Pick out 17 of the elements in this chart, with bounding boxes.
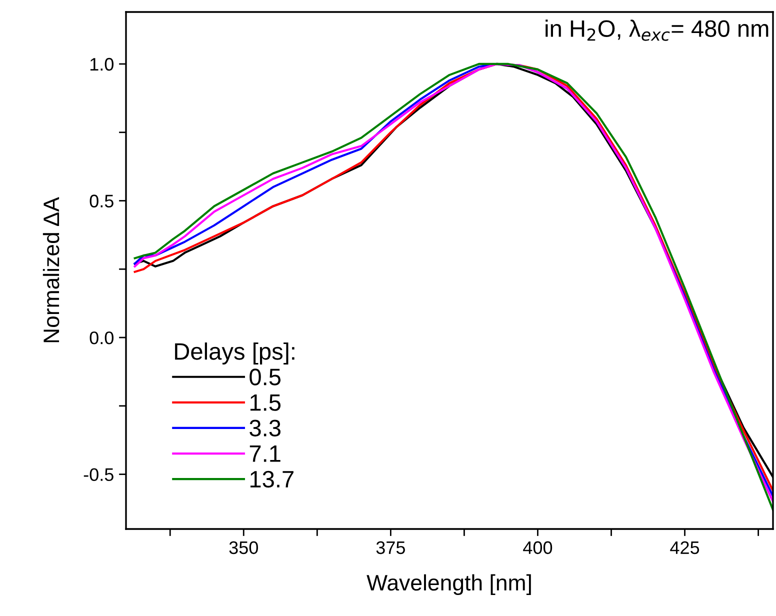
y-tick-label: -0.5	[84, 468, 114, 482]
legend-label: 3.3	[250, 420, 280, 436]
y-tick-label: 1.0	[90, 58, 114, 71]
x-tick-label: 400	[523, 541, 552, 554]
x-tick-label: 350	[229, 541, 258, 554]
annotation: in H$_{2}$O, λ$_{exc}$= 480 nm	[546, 20, 768, 41]
y-axis-title: Normalized ΔA	[42, 197, 60, 342]
x-tick-label: 375	[376, 541, 405, 554]
x-axis-title: Wavelength [nm]	[366, 574, 531, 596]
x-tick-label: 425	[670, 541, 700, 554]
legend-label: 1.5	[250, 394, 281, 411]
legend-label: 7.1	[250, 446, 280, 462]
y-tick-label: 0.5	[90, 194, 114, 208]
legend-label: 0.5	[250, 368, 281, 386]
y-tick-label: 0.0	[90, 331, 114, 344]
legend-label: 13.7	[250, 470, 294, 488]
legend-title: Delays [ps]:	[175, 342, 294, 364]
